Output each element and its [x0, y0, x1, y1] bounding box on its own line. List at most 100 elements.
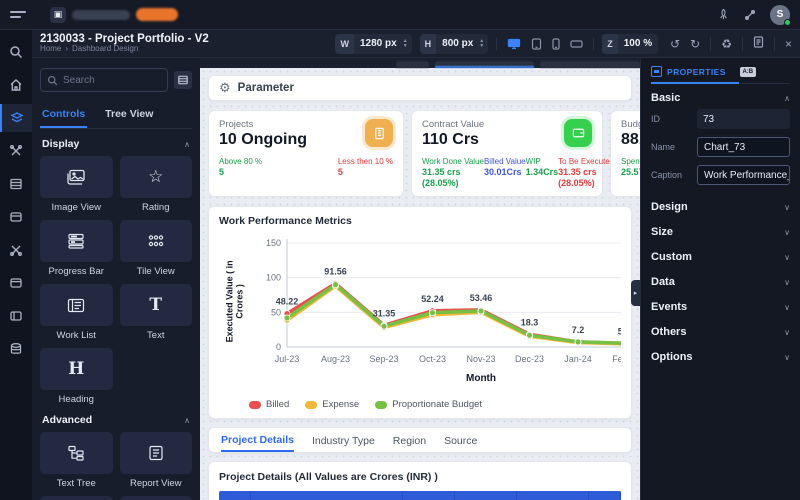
section-display-header[interactable]: Display ∧ [42, 138, 190, 150]
legend-expense[interactable]: Expense [305, 399, 359, 410]
widget-progress-bar[interactable]: Progress Bar [40, 220, 113, 277]
rail-card-icon[interactable] [0, 203, 32, 231]
menu-icon[interactable] [10, 11, 26, 18]
project-title: 2130033 - Project Portfolio - V2 [40, 32, 209, 45]
rail-panel-icon[interactable] [0, 302, 32, 330]
height-stepper[interactable]: H 800 px ▲ ▼ [419, 33, 489, 54]
zoom-control[interactable]: Z 100 % [602, 33, 659, 54]
section-custom[interactable]: Custom ∨ [651, 251, 790, 263]
rail-list-icon[interactable] [0, 170, 32, 198]
widget-report-view[interactable]: Report View [119, 432, 192, 489]
tab-project-details[interactable]: Project Details [221, 428, 294, 452]
mobile-landscape-preview-icon[interactable] [570, 39, 583, 48]
desktop-preview-icon[interactable] [507, 38, 521, 50]
section-data[interactable]: Data ∨ [651, 276, 790, 288]
undo-icon[interactable]: ↺ [670, 36, 681, 51]
tab-properties[interactable]: PROPERTIES [651, 66, 726, 77]
widget-text[interactable]: T Text [119, 284, 192, 341]
card-projects[interactable]: Projects 10 Ongoing Above 80 % 5 [208, 110, 404, 197]
width-label: W [335, 33, 354, 54]
rail-search-icon[interactable] [0, 38, 32, 66]
rail-window-icon[interactable] [0, 269, 32, 297]
chevron-up-icon: ∧ [184, 415, 190, 425]
widget-chart[interactable]: Chart [40, 496, 113, 500]
rail-designer-icon[interactable] [0, 104, 32, 132]
section-events[interactable]: Events ∨ [651, 301, 790, 313]
widget-text-tree[interactable]: Text Tree [40, 432, 113, 489]
user-avatar[interactable]: S [770, 4, 791, 26]
tab-region[interactable]: Region [392, 435, 427, 447]
mobile-preview-icon[interactable] [552, 37, 560, 50]
panel-view-toggle-icon[interactable] [174, 71, 192, 89]
localization-tab-icon[interactable]: A:B [739, 66, 756, 77]
legend-billed[interactable]: Billed [249, 399, 289, 410]
page-tab-redacted[interactable] [396, 61, 429, 68]
tab-source[interactable]: Source [444, 435, 478, 447]
project-details-table-panel: Project Details (All Values are Crores (… [208, 461, 632, 500]
redo-icon[interactable]: ↻ [690, 36, 701, 51]
widget-tile-view[interactable]: Tile View [119, 220, 192, 277]
rail-database-icon[interactable] [0, 335, 32, 363]
width-stepper[interactable]: W 1280 px ▲ ▼ [335, 33, 412, 54]
height-value[interactable]: 800 px [442, 38, 474, 49]
canvas-scroll-area[interactable]: ⚙ Parameter Projects 10 Ongoing [200, 68, 640, 500]
chevron-down-icon: ∨ [784, 277, 790, 287]
height-label: H [419, 33, 437, 54]
card-value: 10 Ongoing [219, 131, 307, 148]
height-stepper-arrows[interactable]: ▲ ▼ [479, 37, 485, 49]
work-performance-chart-panel[interactable]: Work Performance Metrics Executed Value … [208, 206, 632, 419]
section-design[interactable]: Design ∨ [651, 201, 790, 213]
widget-image-view[interactable]: Image View [40, 156, 113, 213]
field-label: ID [651, 114, 660, 124]
rail-build-tools-icon[interactable] [0, 236, 32, 264]
widget-work-list[interactable]: Work List [40, 284, 113, 341]
widget-heading[interactable]: H Heading [40, 348, 113, 405]
properties-icon [651, 66, 662, 77]
legend-dot-expense [305, 400, 318, 409]
section-basic[interactable]: Basic ∧ [651, 92, 790, 104]
section-size[interactable]: Size ∨ [651, 226, 790, 238]
table-header-cell [251, 491, 403, 500]
widget-label: Heading [58, 394, 94, 405]
chevron-up-icon: ∧ [184, 139, 190, 149]
search-input[interactable] [63, 74, 153, 86]
name-input[interactable]: Chart_73 [697, 137, 790, 157]
section-others[interactable]: Others ∨ [651, 326, 790, 338]
caption-input[interactable]: Work Performance_ [697, 165, 790, 185]
width-value[interactable]: 1280 px [359, 38, 397, 49]
page-tabs [200, 58, 640, 68]
widget-search[interactable] [40, 68, 168, 92]
close-icon[interactable]: × [784, 36, 792, 51]
section-options[interactable]: Options ∨ [651, 351, 790, 363]
widget-rating[interactable]: ☆ Rating [119, 156, 192, 213]
publish-icon[interactable]: ♻ [721, 36, 732, 51]
text-tree-icon [68, 445, 84, 461]
tab-tree-view[interactable]: Tree View [105, 108, 154, 120]
page-tab-redacted[interactable] [540, 61, 640, 68]
tab-controls[interactable]: Controls [40, 102, 88, 128]
page-tab-redacted-active[interactable] [434, 61, 535, 68]
rail-tools-icon[interactable] [0, 137, 32, 165]
zoom-value[interactable]: 100 % [623, 38, 653, 49]
section-advanced-header[interactable]: Advanced ∧ [42, 414, 190, 426]
rating-star-icon: ☆ [148, 167, 164, 186]
save-file-icon[interactable] [753, 36, 764, 51]
table-header-cell [403, 491, 455, 500]
width-stepper-arrows[interactable]: ▲ ▼ [402, 37, 408, 49]
breadcrumb: Home › Dashboard Design [40, 45, 209, 54]
card-contract-value[interactable]: Contract Value 110 Crs Work Done Value 3… [411, 110, 614, 197]
parameter-bar[interactable]: ⚙ Parameter [208, 75, 632, 101]
section-title: Advanced [42, 414, 93, 426]
tab-industry-type[interactable]: Industry Type [311, 435, 375, 447]
report-view-icon [149, 445, 163, 461]
rocket-icon[interactable] [717, 8, 730, 21]
breadcrumb-home[interactable]: Home [40, 44, 62, 54]
legend-proportionate-budget[interactable]: Proportionate Budget [375, 399, 482, 410]
widget-pivot[interactable]: Pivot [119, 496, 192, 500]
rail-home-icon[interactable] [0, 71, 32, 99]
tablet-preview-icon[interactable] [531, 37, 542, 50]
share-icon[interactable] [744, 9, 756, 21]
svg-text:5.14: 5.14 [618, 326, 621, 336]
card-budget[interactable]: Budget 88.4 Spent 25.57 cr [610, 110, 640, 197]
panel-collapse-handle[interactable]: ▸ [631, 280, 640, 306]
